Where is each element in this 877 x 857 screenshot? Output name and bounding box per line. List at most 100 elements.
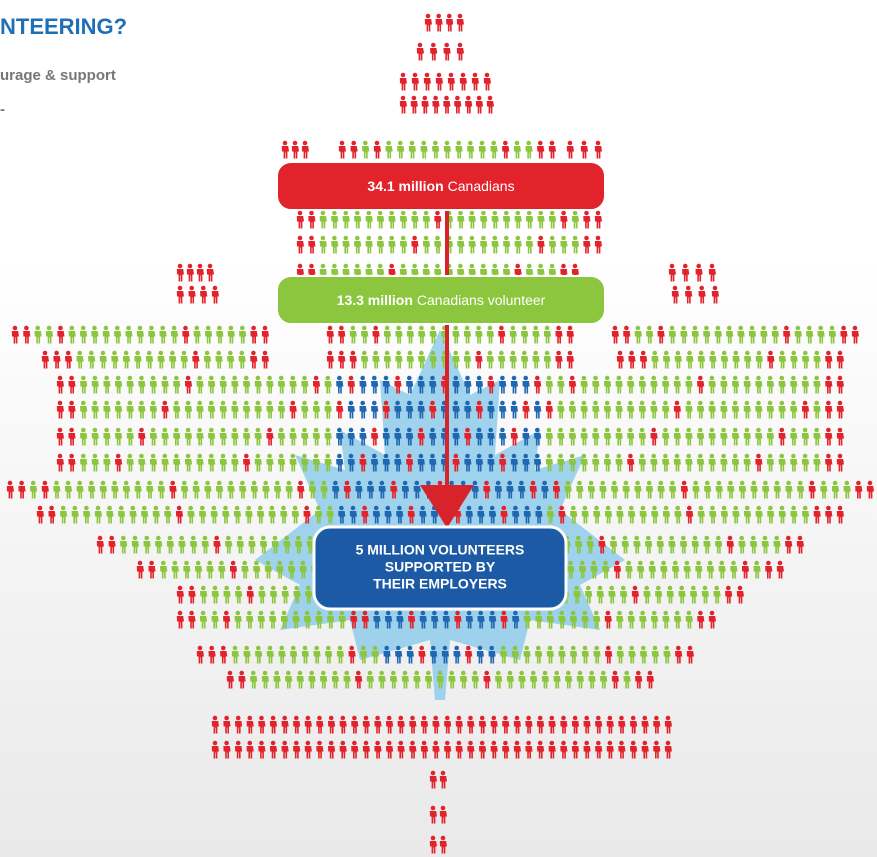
person-icon xyxy=(686,351,693,369)
person-icon xyxy=(465,96,472,114)
person-icon xyxy=(560,741,567,759)
person-icon xyxy=(837,428,844,446)
person-icon xyxy=(484,73,491,91)
person-icon xyxy=(627,401,634,419)
person-icon xyxy=(467,141,474,159)
person-icon xyxy=(487,351,494,369)
person-icon xyxy=(434,211,441,229)
person-icon xyxy=(37,506,44,524)
person-icon xyxy=(278,428,285,446)
person-icon xyxy=(469,236,476,254)
person-icon xyxy=(790,428,797,446)
person-icon xyxy=(498,326,505,344)
person-icon xyxy=(651,401,658,419)
person-icon xyxy=(354,211,361,229)
person-icon xyxy=(607,741,614,759)
person-icon xyxy=(557,428,564,446)
person-icon xyxy=(806,326,813,344)
person-icon xyxy=(244,646,251,664)
person-icon xyxy=(109,536,116,554)
person-icon xyxy=(395,646,402,664)
person-icon xyxy=(235,741,242,759)
person-icon xyxy=(514,716,521,734)
person-icon xyxy=(595,741,602,759)
person-icon xyxy=(755,454,762,472)
person-icon xyxy=(135,481,142,499)
person-icon xyxy=(464,351,471,369)
person-icon xyxy=(103,454,110,472)
person-icon xyxy=(293,716,300,734)
person-icon xyxy=(141,506,148,524)
person-icon xyxy=(557,376,564,394)
person-icon xyxy=(185,454,192,472)
person-icon xyxy=(183,561,190,579)
person-icon xyxy=(220,454,227,472)
person-icon xyxy=(150,454,157,472)
person-icon xyxy=(190,536,197,554)
person-icon xyxy=(626,561,633,579)
person-icon xyxy=(549,211,556,229)
person-icon xyxy=(607,716,614,734)
person-icon xyxy=(250,326,257,344)
person-icon xyxy=(325,401,332,419)
person-icon xyxy=(790,506,797,524)
person-icon xyxy=(305,716,312,734)
person-icon xyxy=(498,351,505,369)
person-icon xyxy=(707,561,714,579)
person-icon xyxy=(95,506,102,524)
person-icon xyxy=(421,716,428,734)
person-icon xyxy=(720,454,727,472)
person-icon xyxy=(42,351,49,369)
person-icon xyxy=(785,536,792,554)
person-icon xyxy=(767,351,774,369)
person-icon xyxy=(421,741,428,759)
person-icon xyxy=(612,326,619,344)
person-icon xyxy=(88,351,95,369)
person-icon xyxy=(227,671,234,689)
person-icon xyxy=(249,536,256,554)
person-icon xyxy=(297,671,304,689)
person-icon xyxy=(327,351,334,369)
person-icon xyxy=(18,481,25,499)
person-icon xyxy=(837,454,844,472)
person-icon xyxy=(400,211,407,229)
person-icon xyxy=(338,351,345,369)
person-icon xyxy=(432,141,439,159)
person-icon xyxy=(456,741,463,759)
person-icon xyxy=(605,646,612,664)
person-icon xyxy=(637,561,644,579)
person-icon xyxy=(465,646,472,664)
person-icon xyxy=(797,536,804,554)
person-icon xyxy=(308,236,315,254)
person-icon xyxy=(567,141,574,159)
person-icon xyxy=(767,454,774,472)
person-icon xyxy=(502,741,509,759)
person-icon xyxy=(286,481,293,499)
person-icon xyxy=(127,428,134,446)
person-icon xyxy=(278,401,285,419)
person-icon xyxy=(235,611,242,629)
person-icon xyxy=(111,351,118,369)
person-icon xyxy=(774,481,781,499)
person-icon xyxy=(790,454,797,472)
person-icon xyxy=(432,96,439,114)
person-icon xyxy=(584,716,591,734)
person-icon xyxy=(627,454,634,472)
person-icon xyxy=(535,646,542,664)
person-icon xyxy=(526,211,533,229)
person-icon xyxy=(220,401,227,419)
person-icon xyxy=(825,351,832,369)
person-icon xyxy=(260,536,267,554)
person-icon xyxy=(325,646,332,664)
person-icon xyxy=(253,561,260,579)
person-icon xyxy=(267,646,274,664)
person-icon xyxy=(464,326,471,344)
person-icon xyxy=(749,326,756,344)
person-icon xyxy=(534,401,541,419)
person-icon xyxy=(320,236,327,254)
person-icon xyxy=(605,506,612,524)
person-icon xyxy=(155,536,162,554)
person-icon xyxy=(218,561,225,579)
population-text: 34.1 millionCanadians xyxy=(367,178,514,194)
person-icon xyxy=(313,428,320,446)
